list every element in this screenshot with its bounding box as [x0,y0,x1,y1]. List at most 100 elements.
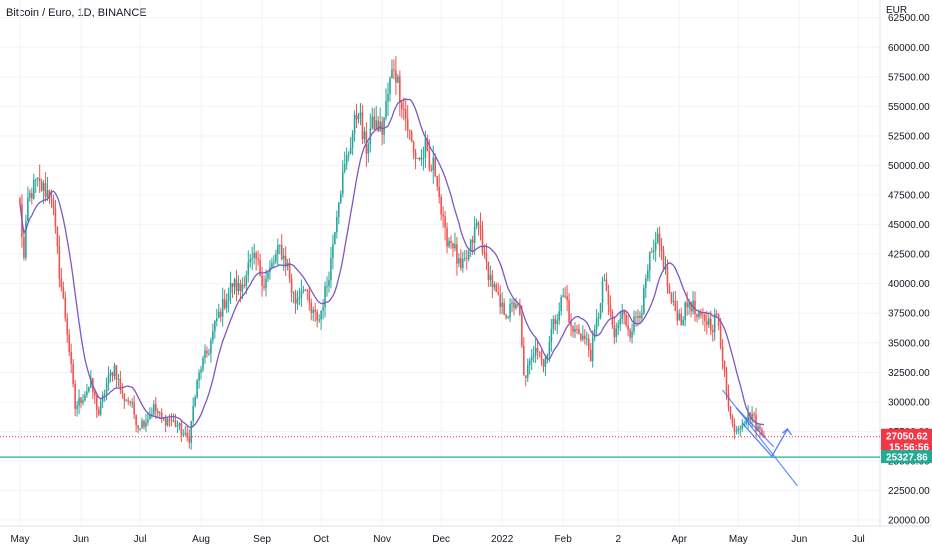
candle [156,408,159,419]
candle-body [147,419,149,423]
candle [528,358,531,375]
time-axis[interactable]: May Jun Jul Aug Sep Oct Nov Dec 2022 Feb 2 Apr May Ju… [11,534,865,545]
candle-body [338,202,340,217]
candle-body [391,69,393,79]
candle [550,319,553,352]
candle [208,348,210,356]
candle [70,343,72,374]
candle [363,127,366,144]
candle [82,393,84,406]
candle-body [715,313,718,315]
candle-body [109,372,112,376]
candle [682,316,685,326]
candle [442,206,444,228]
candle [570,313,572,337]
candle-body [489,275,492,280]
candle-body [420,157,423,160]
candle [176,420,179,433]
candle [190,420,193,450]
candle [509,297,511,323]
candle-body [393,69,395,71]
candle [652,239,655,261]
candle-body [591,337,594,362]
candle-body [607,291,610,305]
candle [593,324,596,342]
candle-body [292,292,295,294]
candle [589,343,592,362]
candle-body [538,351,541,353]
candle-body [444,216,446,228]
candle [62,281,65,300]
candle [686,291,688,316]
candle-body [316,311,318,321]
candle [38,164,41,193]
candle [282,247,285,271]
candle [64,291,67,322]
candle [68,329,70,357]
candle [355,103,358,129]
candle-body [483,252,486,254]
candle [711,324,714,342]
trendlines [722,389,798,487]
candle [430,164,433,173]
candle [131,398,133,408]
candle-body [731,415,734,424]
candle-body [664,266,667,270]
candle [369,113,372,153]
candle [336,210,338,239]
candle [585,331,588,346]
candle [139,428,141,432]
candle-body [318,319,320,321]
candle [284,246,287,277]
candle-body [363,131,366,140]
candle [27,186,29,222]
candle [294,289,297,314]
candle [93,389,96,404]
candle [654,231,657,262]
candle-body [351,133,354,148]
candle [692,290,694,315]
candle-body [88,387,90,392]
candle-body [454,244,456,249]
candle [212,323,214,344]
candle-body [589,349,592,362]
candle-body [27,197,29,222]
candle-body [257,258,259,260]
candle-body [658,233,661,246]
candle [227,287,230,313]
candle [619,310,622,332]
candle [109,369,112,383]
candle-body [485,252,488,262]
candle [479,212,482,241]
candle-body [702,314,704,316]
candle-body [235,279,238,292]
candle [456,236,458,276]
candle-body [418,158,421,160]
currency-label: EUR [886,5,907,16]
candle-body [686,302,688,308]
candle [34,178,37,193]
candle-body [58,246,61,279]
candle [178,422,181,431]
candle-body [747,412,749,421]
candle-body [158,412,161,414]
candle [310,298,313,321]
candle [591,330,594,368]
candle-body [357,115,360,120]
candle [247,250,250,283]
candle-body [654,242,657,251]
candle [72,358,74,388]
candle [324,281,326,318]
candle [747,405,749,429]
candle-body [404,109,407,120]
candle [505,313,507,320]
price-axis[interactable]: 20000.0022500.0025000.0027500.0030000.00… [881,13,932,527]
candle [495,282,498,293]
candle-body [629,330,631,338]
candle-body [284,255,287,267]
candle [538,351,541,358]
candle-body [164,417,167,426]
candle [544,354,547,376]
candle-body [548,342,551,355]
